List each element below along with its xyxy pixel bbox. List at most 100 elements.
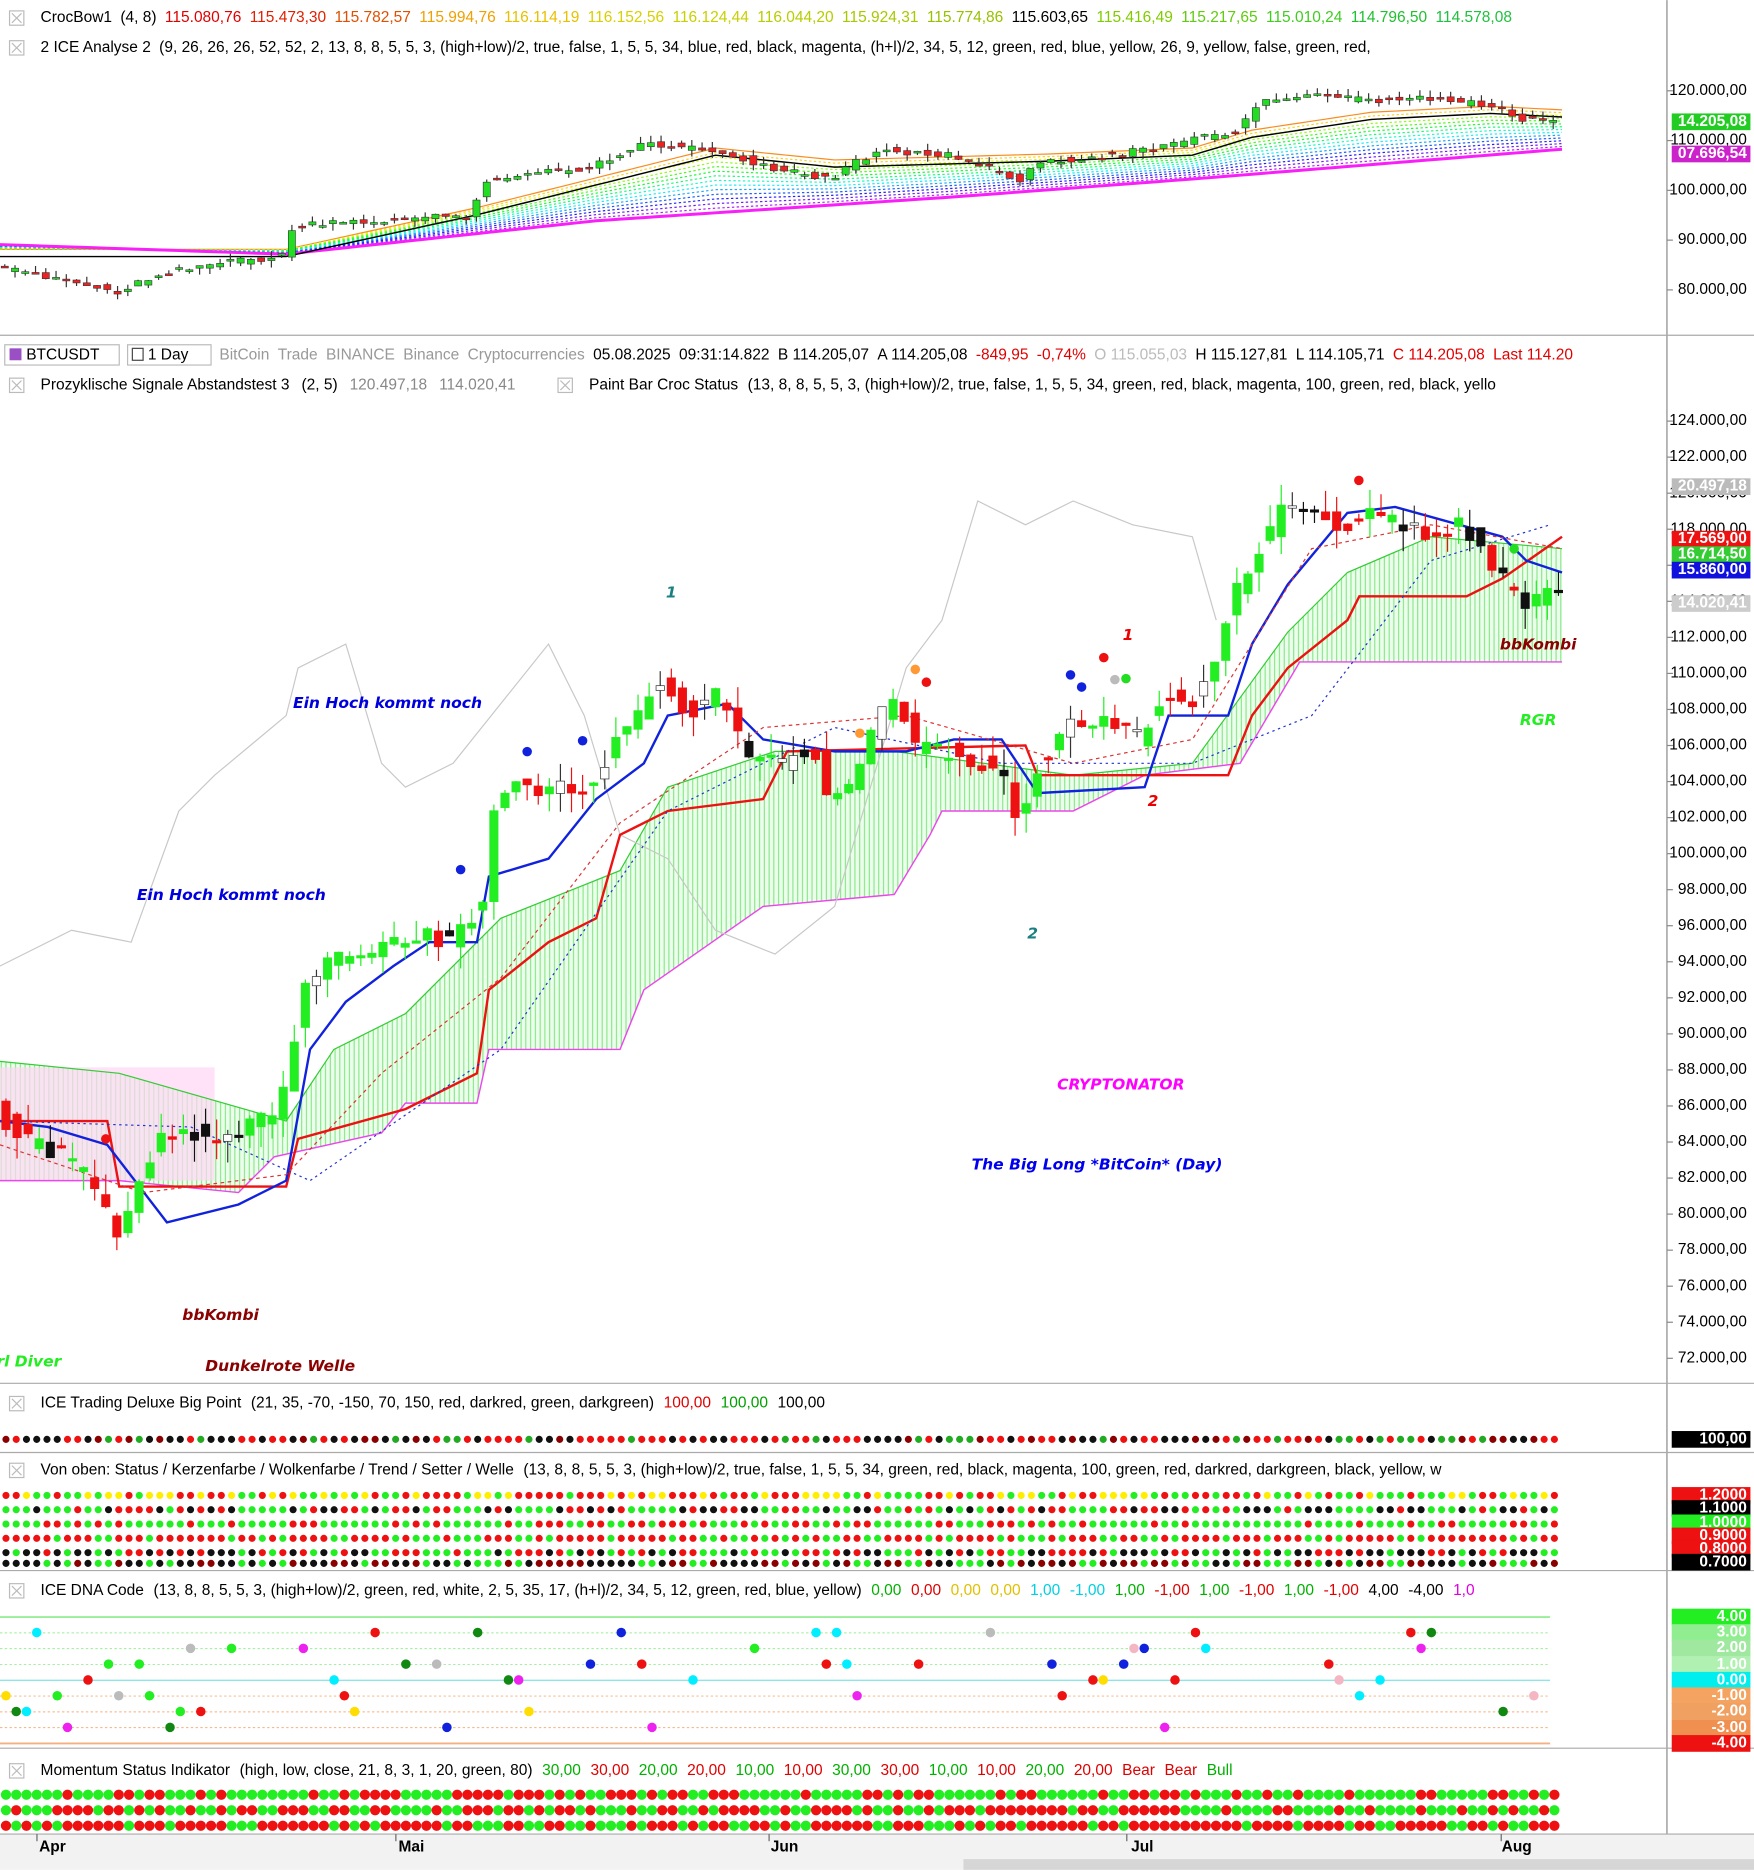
- status-dot: [1396, 1520, 1405, 1528]
- status-dot: [1539, 1805, 1550, 1816]
- candle: [195, 265, 204, 269]
- status-dot: [761, 1534, 769, 1542]
- status-dot: [197, 1559, 205, 1567]
- status-dot: [894, 1534, 902, 1542]
- close-box[interactable]: [557, 377, 573, 394]
- status-dot: [504, 1435, 513, 1443]
- annotation: 1: [1123, 626, 1134, 644]
- status-dot: [1335, 1491, 1343, 1499]
- status-dot: [1284, 1435, 1292, 1443]
- candle: [687, 145, 696, 151]
- status-dot: [1099, 1549, 1107, 1557]
- status-dot: [258, 1559, 266, 1567]
- status-dot: [1016, 1820, 1027, 1831]
- status-dot: [52, 1789, 63, 1800]
- candle: [223, 1134, 233, 1142]
- status-dot: [1508, 1820, 1519, 1831]
- close-box[interactable]: [8, 40, 25, 56]
- status-dot: [482, 1820, 494, 1831]
- candle: [178, 1129, 188, 1135]
- close-box[interactable]: [8, 10, 25, 26]
- candle: [1344, 95, 1352, 98]
- status-dot: [1518, 1805, 1529, 1816]
- status-dot: [1048, 1506, 1056, 1514]
- status-dot: [246, 1820, 258, 1831]
- status-dot: [720, 1549, 728, 1557]
- dna-dot: [503, 1675, 514, 1685]
- status-dot: [1335, 1549, 1343, 1557]
- toolbar-item[interactable]: 1 Day: [148, 347, 189, 364]
- status-dot: [976, 1491, 984, 1499]
- status-dot: [1048, 1534, 1056, 1542]
- scrollbar[interactable]: [963, 1859, 1754, 1870]
- status-dot: [484, 1435, 492, 1443]
- status-dot: [1417, 1520, 1425, 1528]
- dna-dot: [431, 1659, 442, 1669]
- status-dot: [277, 1789, 288, 1800]
- status-dot: [31, 1789, 42, 1800]
- status-dot: [1120, 1435, 1128, 1443]
- status-dot: [1232, 1506, 1241, 1514]
- status-dot: [687, 1805, 699, 1816]
- close-box[interactable]: [8, 1763, 25, 1779]
- status-dot: [1150, 1559, 1159, 1567]
- status-dot: [648, 1520, 656, 1528]
- status-dot: [145, 1534, 154, 1542]
- status-dot: [217, 1520, 225, 1528]
- status-dot: [750, 1520, 759, 1528]
- symbol-selector[interactable]: [4, 344, 120, 366]
- toolbar-item[interactable]: BTCUSDT: [26, 347, 100, 364]
- interval-selector[interactable]: [126, 344, 212, 366]
- candle: [1498, 567, 1508, 574]
- annotation: rl Diver: [0, 1352, 63, 1370]
- candle: [112, 1215, 122, 1238]
- candle: [739, 155, 747, 162]
- status-dot: [1120, 1520, 1128, 1528]
- status-dot: [257, 1805, 268, 1816]
- status-dot: [668, 1520, 677, 1528]
- status-dot: [1456, 1789, 1468, 1800]
- dna-dot: [1088, 1675, 1098, 1685]
- status-dot: [484, 1520, 492, 1528]
- status-dot: [1027, 1559, 1035, 1567]
- legend-item: 116.152,56: [588, 9, 664, 26]
- status-dot: [1221, 1805, 1232, 1816]
- close-box[interactable]: [8, 1395, 25, 1412]
- status-dot: [320, 1534, 328, 1542]
- status-dot: [1058, 1491, 1066, 1499]
- candle: [1487, 545, 1497, 571]
- status-dot: [2, 1491, 10, 1499]
- status-dot: [1468, 1534, 1476, 1542]
- status-dot: [472, 1789, 483, 1800]
- status-dot: [564, 1789, 576, 1800]
- close-box[interactable]: [8, 1583, 25, 1599]
- status-dot: [1130, 1534, 1138, 1542]
- status-dot: [913, 1820, 924, 1831]
- candle: [1210, 134, 1219, 140]
- status-dot: [197, 1435, 205, 1443]
- status-dot: [1171, 1435, 1179, 1443]
- status-dot: [1530, 1506, 1538, 1514]
- candle: [1395, 96, 1404, 101]
- status-dot: [62, 1805, 73, 1816]
- status-dot: [1497, 1805, 1509, 1816]
- status-dot: [1253, 1520, 1261, 1528]
- dna-dot: [1, 1690, 11, 1701]
- status-dot: [892, 1789, 904, 1800]
- candle: [1026, 168, 1035, 180]
- status-dot: [699, 1534, 707, 1542]
- status-dot: [1036, 1789, 1047, 1800]
- status-dot: [790, 1789, 801, 1800]
- close-box[interactable]: [8, 1462, 25, 1479]
- status-dot: [43, 1520, 51, 1528]
- status-dot: [545, 1506, 554, 1514]
- status-dot: [1202, 1559, 1210, 1567]
- status-dot: [74, 1435, 82, 1443]
- close-box[interactable]: [8, 377, 25, 394]
- candle: [298, 225, 307, 229]
- candle: [769, 163, 778, 172]
- status-dot: [402, 1534, 410, 1542]
- candle: [655, 685, 665, 691]
- status-dot: [1458, 1435, 1466, 1443]
- candle: [1405, 97, 1414, 101]
